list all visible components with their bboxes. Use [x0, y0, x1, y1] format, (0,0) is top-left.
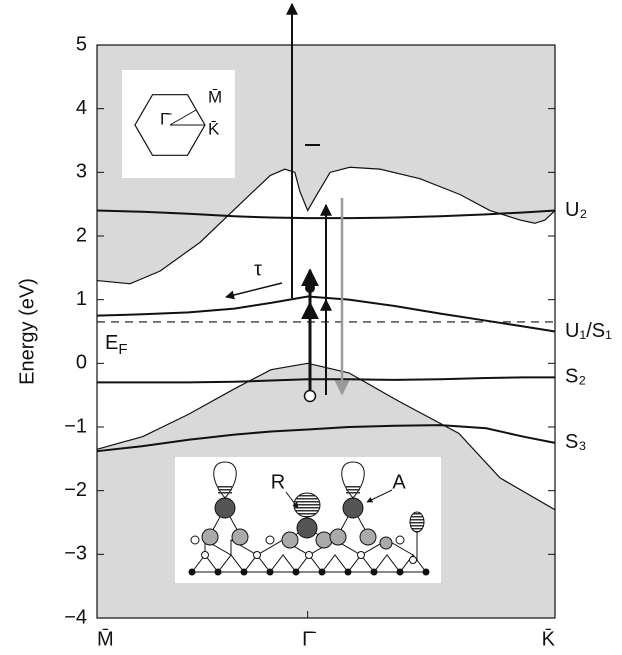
- tau-label: τ: [254, 258, 262, 280]
- bulk-edge: [96, 166, 556, 285]
- y-tick-label: −1: [64, 415, 87, 437]
- x-tick-label: K̄: [542, 627, 556, 650]
- y-tick-label: −3: [64, 543, 87, 565]
- band-label: S₃: [565, 431, 586, 453]
- hole: [303, 389, 317, 403]
- electron: [305, 283, 315, 293]
- y-tick-label: 3: [76, 161, 87, 183]
- y-tick-label: −2: [64, 479, 87, 501]
- y-axis-label: Energy (eV): [16, 278, 38, 385]
- surface-band: [96, 209, 556, 220]
- y-tick-label: 4: [76, 97, 87, 119]
- band-label: S₂: [565, 366, 586, 388]
- bz-label: K̄: [208, 119, 220, 138]
- bz-inset: [122, 70, 235, 178]
- y-tick-label: 5: [76, 33, 87, 55]
- bz-label: M̄: [208, 87, 222, 106]
- bz-line: [169, 109, 197, 126]
- structure-label: A: [392, 471, 406, 493]
- surface-band: [97, 376, 555, 384]
- surface-band: [96, 295, 556, 333]
- arrow: [225, 282, 283, 300]
- y-tick-label: 0: [76, 352, 87, 374]
- x-tick-label: M̄: [97, 627, 114, 650]
- structure-label: R: [271, 471, 285, 493]
- x-tick-label: Γ̄: [302, 628, 316, 650]
- band-label: U₂: [565, 199, 587, 221]
- bulk-edge: [96, 362, 556, 511]
- fermi-label-main: E: [105, 332, 118, 354]
- band-label: U₁/S₁: [565, 320, 612, 342]
- hexagon: [134, 94, 206, 156]
- plot-frame: [96, 44, 556, 619]
- structure: [188, 461, 430, 576]
- bz-label: Γ̄: [160, 109, 172, 128]
- surface-band: [96, 424, 556, 453]
- annotations: τ Γ̄ M̄ K̄: [122, 2, 612, 583]
- y-tick-label: −4: [64, 606, 87, 628]
- y-tick-label: 2: [76, 224, 87, 246]
- y-tick-label: 1: [76, 288, 87, 310]
- fermi-label: EF: [105, 332, 128, 358]
- fermi-label-sub: F: [118, 341, 127, 358]
